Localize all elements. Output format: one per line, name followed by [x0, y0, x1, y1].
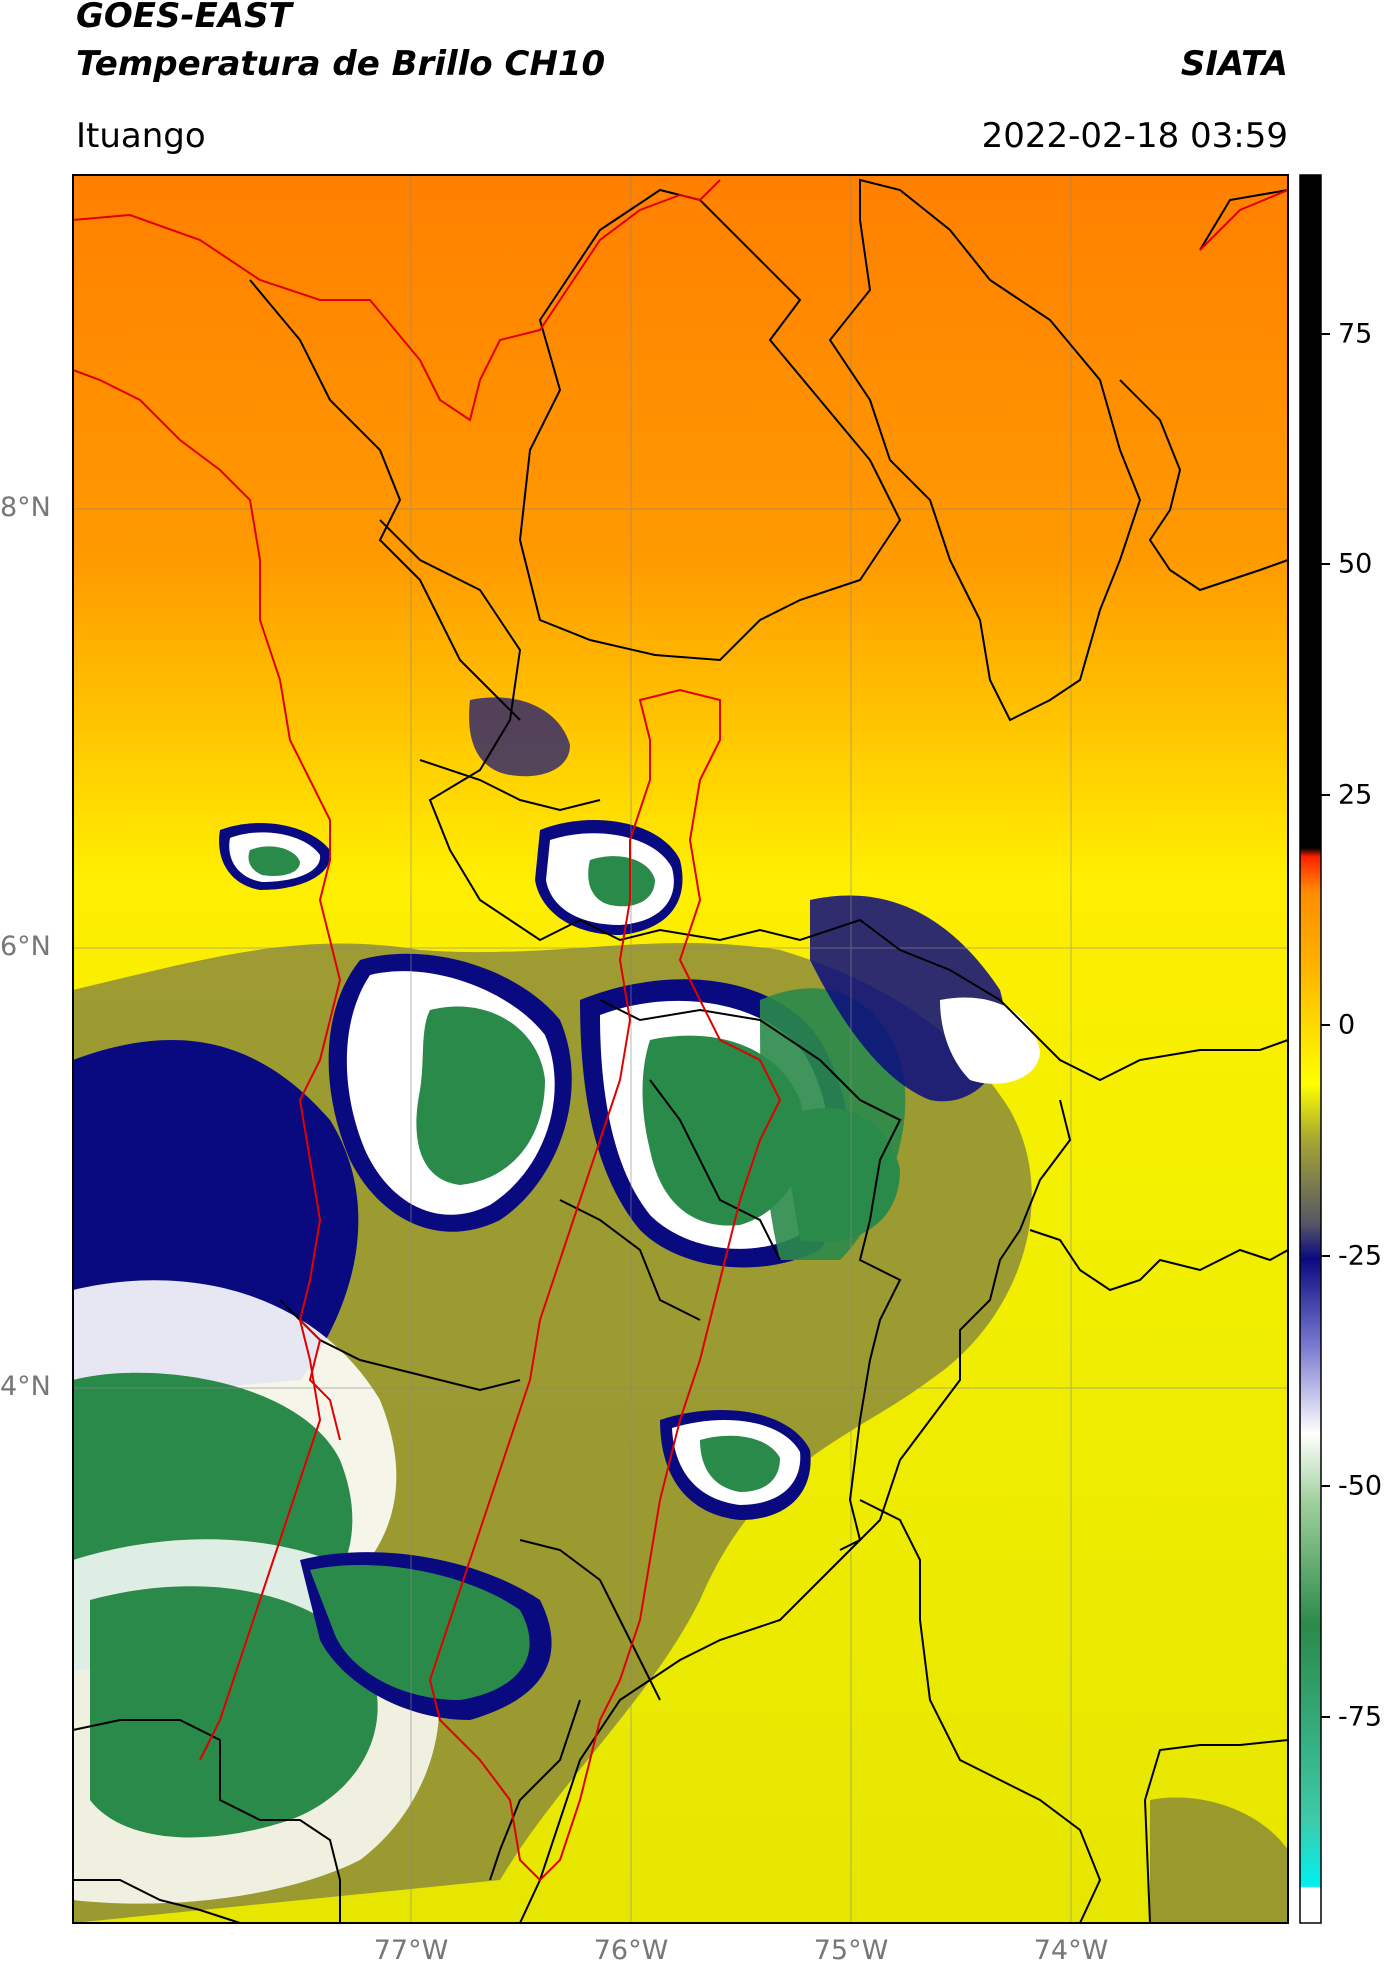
colorbar-label-minus50: -50	[1338, 1470, 1383, 1502]
colorbar-label-minus25: -25	[1338, 1240, 1383, 1272]
colorbar-label-25: 25	[1338, 779, 1373, 811]
product-title: Temperatura de Brillo CH10	[76, 44, 606, 84]
lon-label-74w: 74°W	[1033, 1935, 1109, 1966]
satellite-title: GOES-EAST	[76, 0, 292, 36]
highlighted-region-borders	[72, 179, 1289, 1882]
colorbar-label-50: 50	[1338, 548, 1373, 580]
institution-label: SIATA	[1180, 44, 1288, 84]
datetime-label: 2022-02-18 03:59	[981, 116, 1288, 156]
brightness-field	[73, 175, 1288, 1923]
lon-label-75w: 75°W	[813, 1935, 889, 1966]
colorbar	[1299, 174, 1322, 1924]
department-borders	[72, 178, 1289, 1924]
map-gridlines	[73, 175, 1288, 1923]
lon-label-76w: 76°W	[593, 1935, 669, 1966]
colorbar-ticks	[1321, 333, 1330, 1718]
colorbar-label-0: 0	[1338, 1009, 1356, 1041]
lat-label-6n: 6°N	[0, 931, 51, 962]
location-label: Ituango	[76, 116, 206, 156]
colorbar-label-75: 75	[1338, 318, 1373, 350]
lat-label-4n: 4°N	[0, 1371, 51, 1402]
lon-label-77w: 77°W	[373, 1935, 449, 1966]
colorbar-label-minus75: -75	[1338, 1701, 1383, 1733]
map-frame	[72, 174, 1289, 1924]
lat-label-8n: 8°N	[0, 492, 51, 523]
